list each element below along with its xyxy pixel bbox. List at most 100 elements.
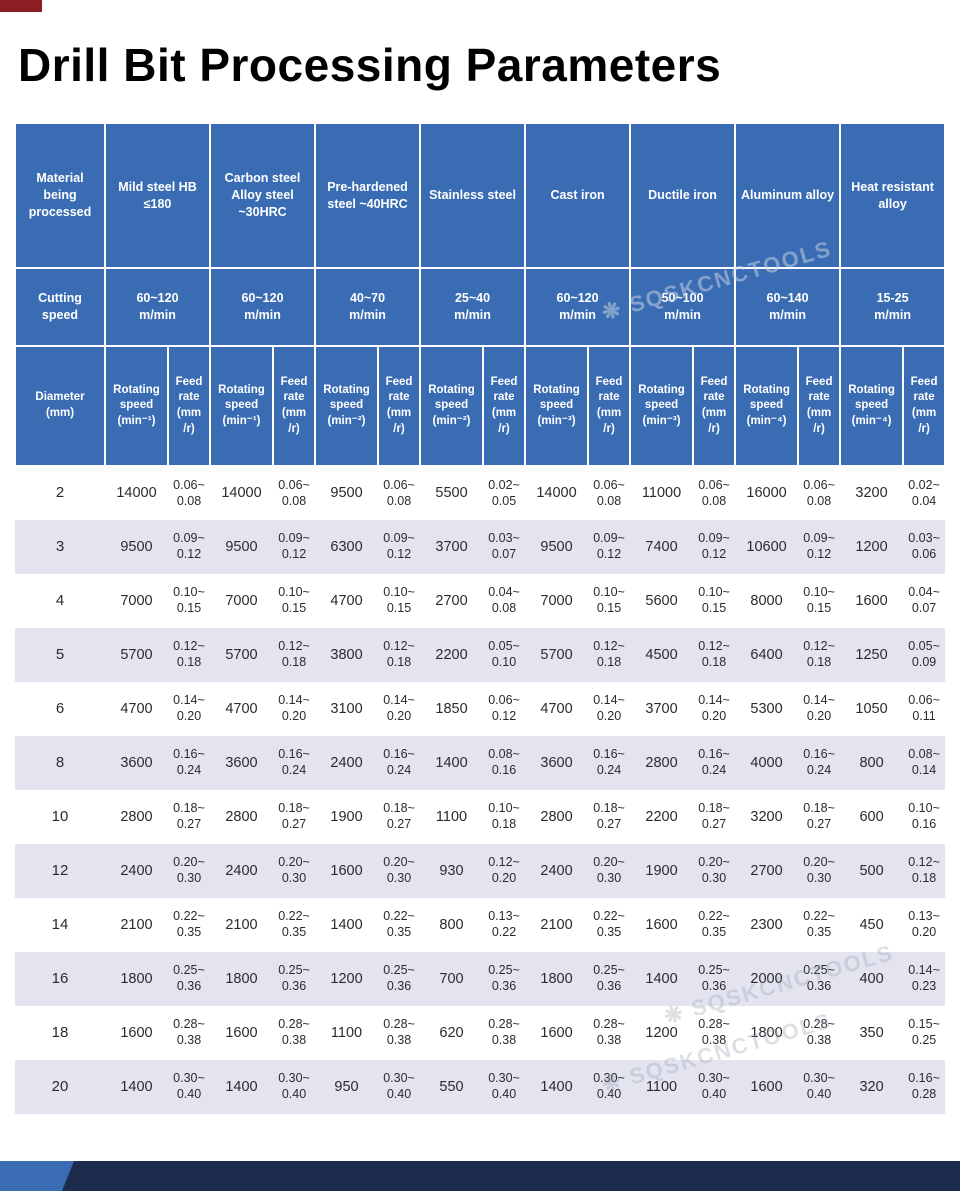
- feed-rate-cell: 0.20~ 0.30: [588, 844, 631, 898]
- feed-rate-cell: 0.30~ 0.40: [693, 1060, 736, 1114]
- table-row: 12 2400 0.20~ 0.30 2400 0.20~ 0.30 1600 0.20~ 0.3…: [15, 844, 946, 898]
- rotating-speed-cell: 1100: [420, 790, 484, 844]
- feed-rate-cell: 0.09~ 0.12: [378, 520, 421, 574]
- feed-rate-cell: 0.28~ 0.38: [588, 1006, 631, 1060]
- rotating-speed-cell: 6300: [315, 520, 379, 574]
- rotating-speed-cell: 1600: [210, 1006, 273, 1060]
- feed-rate-cell: 0.16~ 0.24: [273, 736, 316, 790]
- material-header-0: Mild steel HB ≤180: [104, 122, 211, 269]
- rotating-speed-cell: 2100: [105, 898, 168, 952]
- rotating-speed-cell: 1850: [420, 682, 484, 736]
- feed-rate-header-4: Feed rate (mm /r): [587, 345, 632, 467]
- feed-rate-cell: 0.09~ 0.12: [168, 520, 210, 574]
- rotating-speed-cell: 2000: [735, 952, 799, 1006]
- rotating-speed-cell: 600: [840, 790, 904, 844]
- rotating-speed-cell: 450: [840, 898, 904, 952]
- cutting-speed-2: 40~70 m/min: [314, 267, 422, 347]
- feed-rate-cell: 0.25~ 0.36: [168, 952, 210, 1006]
- feed-rate-cell: 0.25~ 0.36: [378, 952, 421, 1006]
- diameter-cell: 12: [15, 844, 105, 898]
- rotating-speed-header-1: Rotating speed (min⁻¹): [209, 345, 274, 467]
- feed-rate-cell: 0.10~ 0.15: [798, 574, 841, 628]
- feed-rate-cell: 0.18~ 0.27: [693, 790, 736, 844]
- rotating-speed-cell: 3600: [210, 736, 273, 790]
- cutting-speed-3: 25~40 m/min: [419, 267, 527, 347]
- feed-rate-cell: 0.14~ 0.20: [273, 682, 316, 736]
- rotating-speed-cell: 320: [840, 1060, 904, 1114]
- feed-rate-cell: 0.06~ 0.08: [693, 466, 736, 520]
- diameter-cell: 16: [15, 952, 105, 1006]
- feed-rate-cell: 0.22~ 0.35: [378, 898, 421, 952]
- feed-rate-header-6: Feed rate (mm /r): [797, 345, 842, 467]
- rotating-speed-cell: 4700: [525, 682, 589, 736]
- rotating-speed-cell: 14000: [105, 466, 168, 520]
- feed-rate-cell: 0.18~ 0.27: [798, 790, 841, 844]
- footer-bar: [0, 1161, 960, 1191]
- rotating-speed-cell: 6400: [735, 628, 799, 682]
- rotating-speed-cell: 2200: [630, 790, 694, 844]
- rotating-speed-cell: 16000: [735, 466, 799, 520]
- rotating-speed-cell: 350: [840, 1006, 904, 1060]
- rotating-speed-cell: 1400: [210, 1060, 273, 1114]
- diameter-cell: 6: [15, 682, 105, 736]
- rotating-speed-cell: 7000: [105, 574, 168, 628]
- material-header-5: Ductile iron: [629, 122, 737, 269]
- feed-rate-cell: 0.16~ 0.24: [588, 736, 631, 790]
- feed-rate-cell: 0.03~ 0.06: [903, 520, 946, 574]
- rotating-speed-cell: 2400: [525, 844, 589, 898]
- feed-rate-cell: 0.09~ 0.12: [588, 520, 631, 574]
- feed-rate-cell: 0.15~ 0.25: [903, 1006, 946, 1060]
- feed-rate-cell: 0.05~ 0.10: [483, 628, 526, 682]
- rotating-speed-cell: 1600: [840, 574, 904, 628]
- material-header-2: Pre-hardened steel ~40HRC: [314, 122, 422, 269]
- material-header-3: Stainless steel: [419, 122, 527, 269]
- table-row: 8 3600 0.16~ 0.24 3600 0.16~ 0.24 2400 0.16~ 0.24…: [15, 736, 946, 790]
- diameter-cell: 5: [15, 628, 105, 682]
- corner-material-label: Material being processed: [14, 122, 106, 269]
- rotating-speed-cell: 1100: [315, 1006, 379, 1060]
- feed-rate-cell: 0.25~ 0.36: [483, 952, 526, 1006]
- rotating-speed-cell: 500: [840, 844, 904, 898]
- feed-rate-cell: 0.16~ 0.28: [903, 1060, 946, 1114]
- diameter-cell: 2: [15, 466, 105, 520]
- table-row: 18 1600 0.28~ 0.38 1600 0.28~ 0.38 1100 0.28~ 0.3…: [15, 1006, 946, 1060]
- feed-rate-cell: 0.06~ 0.08: [168, 466, 210, 520]
- rotating-speed-cell: 3100: [315, 682, 379, 736]
- rotating-speed-cell: 1900: [315, 790, 379, 844]
- rotating-speed-cell: 14000: [210, 466, 273, 520]
- feed-rate-cell: 0.14~ 0.20: [168, 682, 210, 736]
- feed-rate-cell: 0.04~ 0.07: [903, 574, 946, 628]
- corner-cutting-label: Cutting speed: [14, 267, 106, 347]
- feed-rate-cell: 0.30~ 0.40: [483, 1060, 526, 1114]
- feed-rate-cell: 0.30~ 0.40: [168, 1060, 210, 1114]
- rotating-speed-cell: 5700: [210, 628, 273, 682]
- rotating-speed-cell: 1400: [105, 1060, 168, 1114]
- feed-rate-cell: 0.12~ 0.18: [798, 628, 841, 682]
- rotating-speed-cell: 2800: [630, 736, 694, 790]
- table-row: 16 1800 0.25~ 0.36 1800 0.25~ 0.36 1200 0.25~ 0.3…: [15, 952, 946, 1006]
- rotating-speed-cell: 3600: [105, 736, 168, 790]
- feed-rate-cell: 0.16~ 0.24: [168, 736, 210, 790]
- feed-rate-cell: 0.10~ 0.15: [378, 574, 421, 628]
- rotating-speed-header-0: Rotating speed (min⁻¹): [104, 345, 169, 467]
- feed-rate-cell: 0.06~ 0.08: [378, 466, 421, 520]
- feed-rate-cell: 0.13~ 0.20: [903, 898, 946, 952]
- diameter-cell: 14: [15, 898, 105, 952]
- rotating-speed-cell: 1600: [525, 1006, 589, 1060]
- feed-rate-header-0: Feed rate (mm /r): [167, 345, 211, 467]
- rotating-speed-cell: 7000: [525, 574, 589, 628]
- feed-rate-cell: 0.20~ 0.30: [798, 844, 841, 898]
- table-row: 14 2100 0.22~ 0.35 2100 0.22~ 0.35 1400 0.22~ 0.3…: [15, 898, 946, 952]
- feed-rate-cell: 0.22~ 0.35: [168, 898, 210, 952]
- rotating-speed-cell: 1600: [735, 1060, 799, 1114]
- cutting-speed-5: 50~100 m/min: [629, 267, 737, 347]
- feed-rate-header-5: Feed rate (mm /r): [692, 345, 737, 467]
- feed-rate-cell: 0.18~ 0.27: [588, 790, 631, 844]
- rotating-speed-cell: 4700: [315, 574, 379, 628]
- feed-rate-cell: 0.10~ 0.15: [273, 574, 316, 628]
- rotating-speed-cell: 2400: [210, 844, 273, 898]
- diameter-cell: 8: [15, 736, 105, 790]
- feed-rate-header-3: Feed rate (mm /r): [482, 345, 527, 467]
- feed-rate-cell: 0.14~ 0.20: [378, 682, 421, 736]
- rotating-speed-cell: 2400: [315, 736, 379, 790]
